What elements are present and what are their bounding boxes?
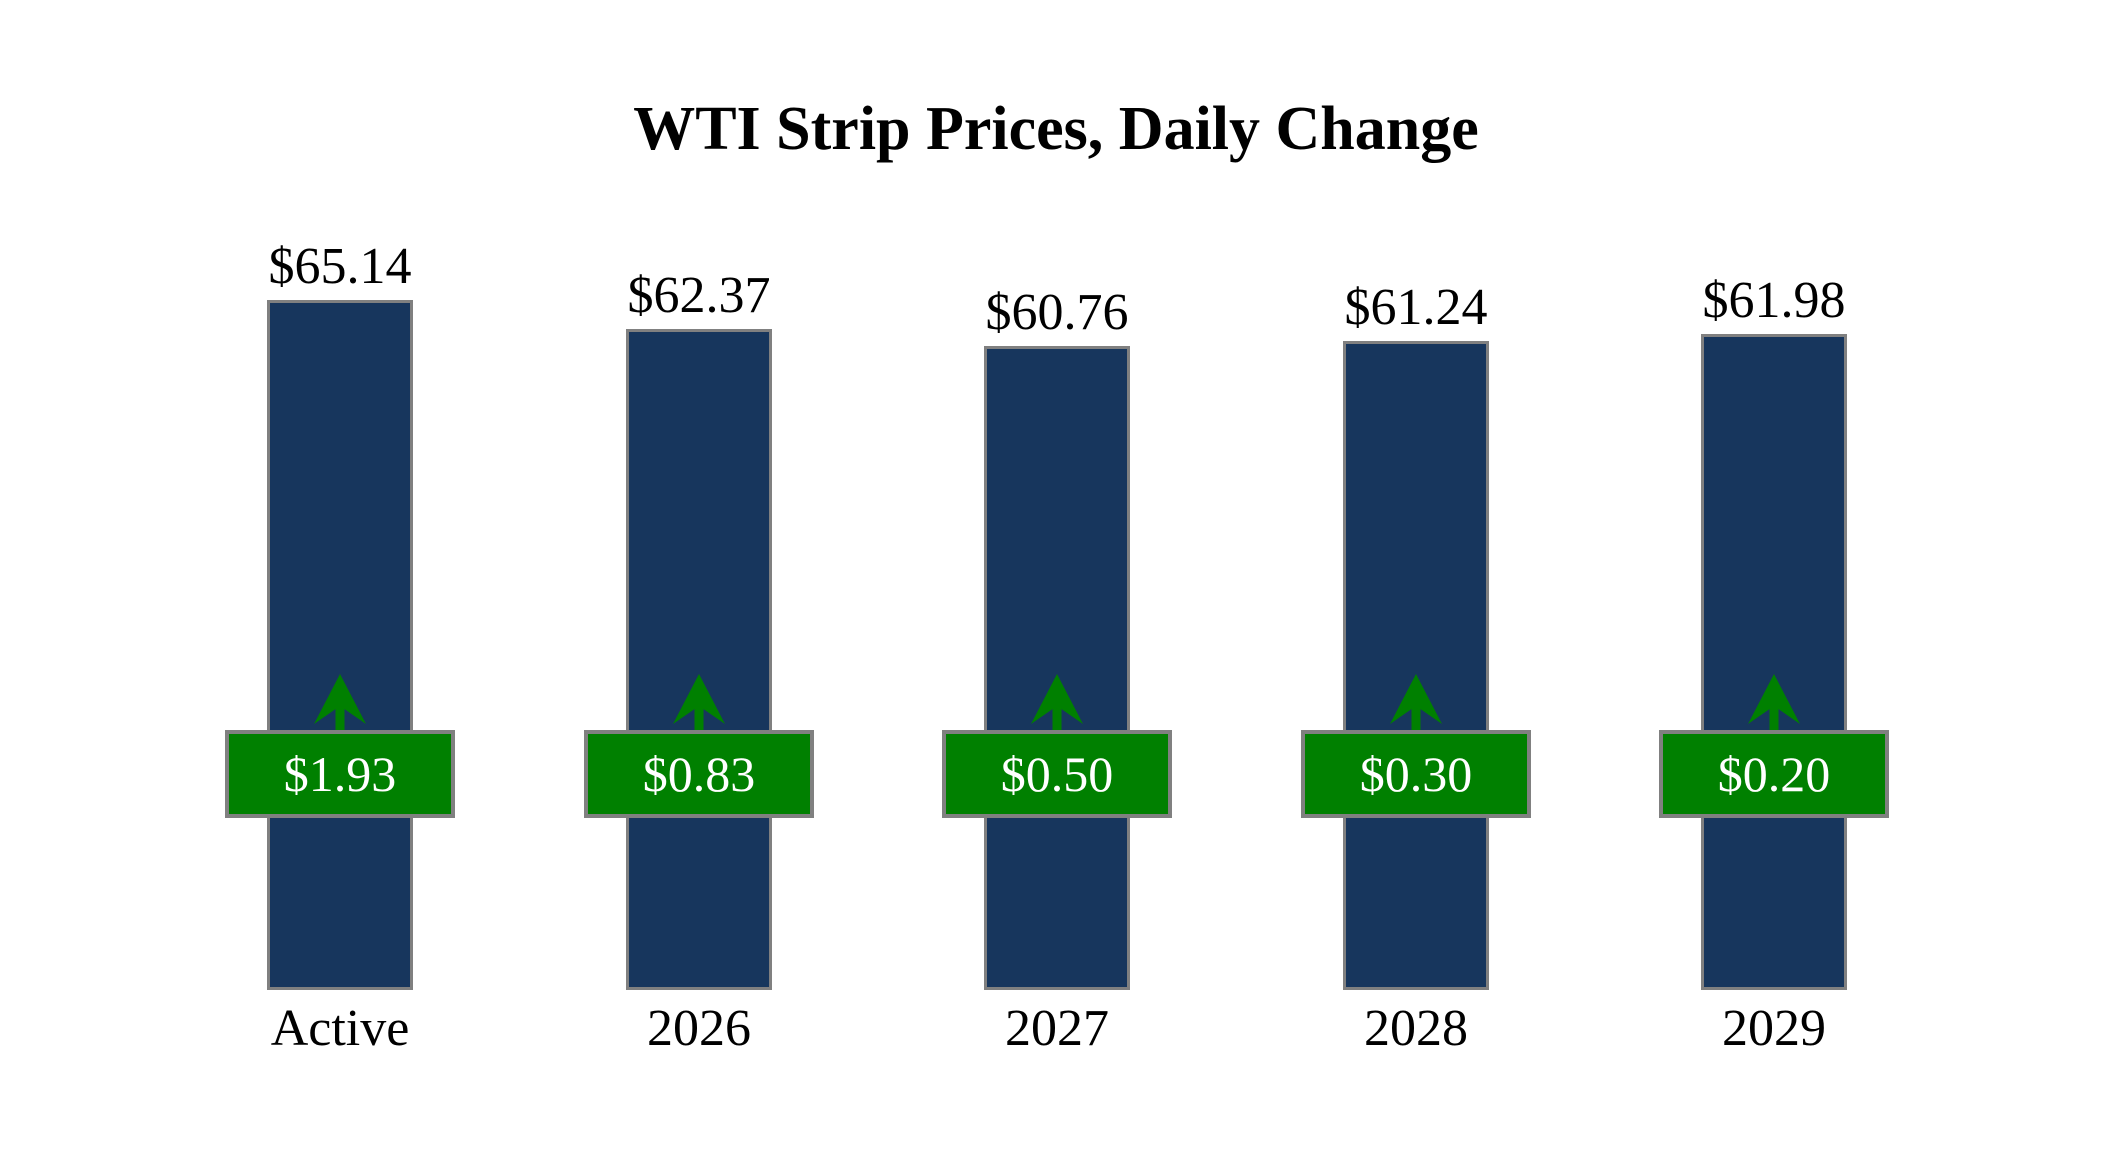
bar-group-2028: $61.24 $0.30 2028 [1237,0,1595,1152]
up-arrow-icon [673,674,725,732]
daily-change-badge: $0.20 [1659,730,1889,818]
bar-group-2027: $60.76 $0.50 2027 [878,0,1236,1152]
bar-group-2026: $62.37 $0.83 2026 [520,0,878,1152]
up-arrow-icon [1390,674,1442,732]
category-label: 2027 [1005,1000,1109,1057]
bar-group-2029: $61.98 $0.20 2029 [1595,0,1953,1152]
price-bar: $62.37 [626,270,772,990]
price-label: $61.24 [1344,279,1488,336]
daily-change-badge: $1.93 [225,730,455,818]
up-arrow-icon [314,674,366,732]
category-label: 2029 [1722,1000,1826,1057]
category-label: 2026 [647,1000,751,1057]
price-bar: $61.98 [1701,275,1847,990]
daily-change-value: $1.93 [283,746,397,802]
chart-title: WTI Strip Prices, Daily Change [633,95,1479,163]
up-arrow-icon [1031,674,1083,732]
price-label: $60.76 [985,284,1129,341]
price-label: $62.37 [627,267,771,324]
daily-change-badge: $0.30 [1301,730,1531,818]
category-label: 2028 [1364,1000,1468,1057]
price-bar: $60.76 [984,287,1130,990]
category-label: Active [270,1000,410,1057]
up-arrow-icon [1748,674,1800,732]
daily-change-value: $0.50 [1000,746,1114,802]
daily-change-value: $0.20 [1717,746,1831,802]
daily-change-value: $0.83 [642,746,756,802]
price-bar: $65.14 [267,241,413,990]
daily-change-badge: $0.83 [584,730,814,818]
daily-change-value: $0.30 [1359,746,1473,802]
bar-group-active: $65.14 $1.93 Active [161,0,519,1152]
price-label: $65.14 [268,238,412,295]
price-bar: $61.24 [1343,282,1489,990]
daily-change-badge: $0.50 [942,730,1172,818]
price-label: $61.98 [1702,272,1846,329]
